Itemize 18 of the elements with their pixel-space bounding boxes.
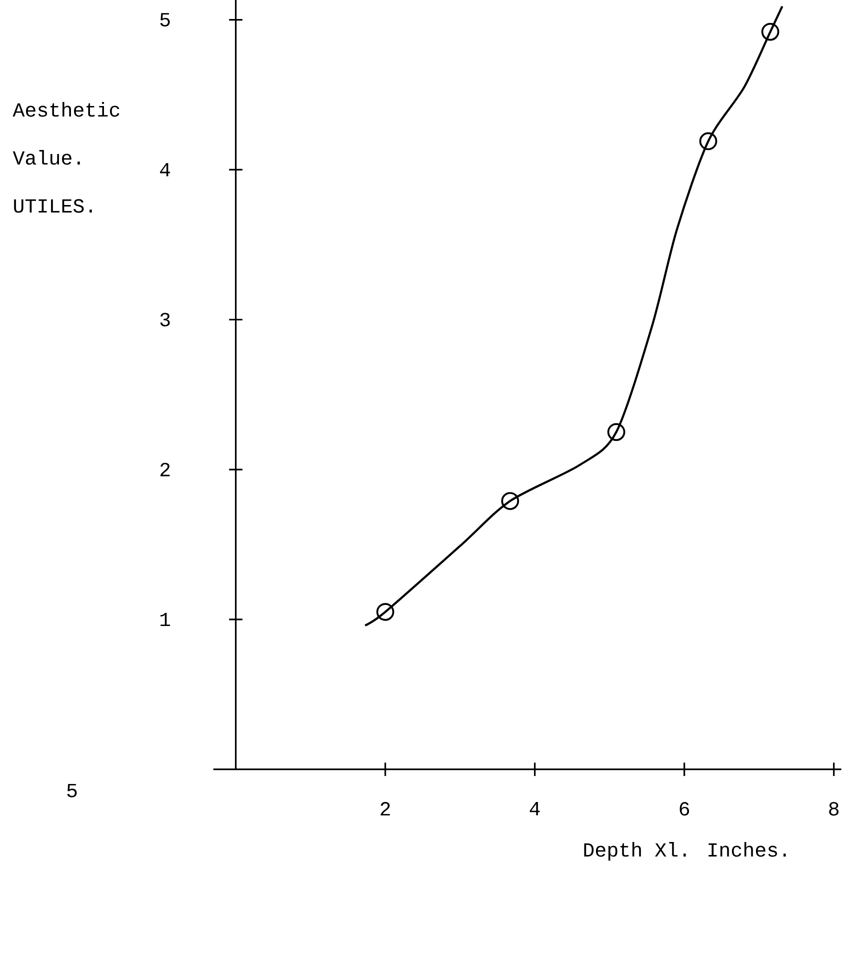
text: 5 [67,784,77,798]
x-tick-label: 8 [829,802,839,816]
y-tick-label: 1 [160,612,170,626]
y-tick-label: 2 [160,462,170,476]
line-series [364,5,784,626]
text: Aesthetic Value. UTILES. [12,102,120,213]
point [376,602,394,621]
point [501,492,520,510]
point [699,132,718,150]
y-tick-label: 3 [160,312,170,326]
x-axis-title: Depth Xl. Inches. [584,842,786,861]
x-tick-label: 4 [530,802,540,816]
y-tick-label: 5 [160,13,170,26]
x-tick-label: 2 [380,802,390,816]
y-tick-label: 4 [160,163,170,176]
point [607,423,626,441]
x-tick-label: 6 [680,802,690,816]
point [761,22,780,41]
